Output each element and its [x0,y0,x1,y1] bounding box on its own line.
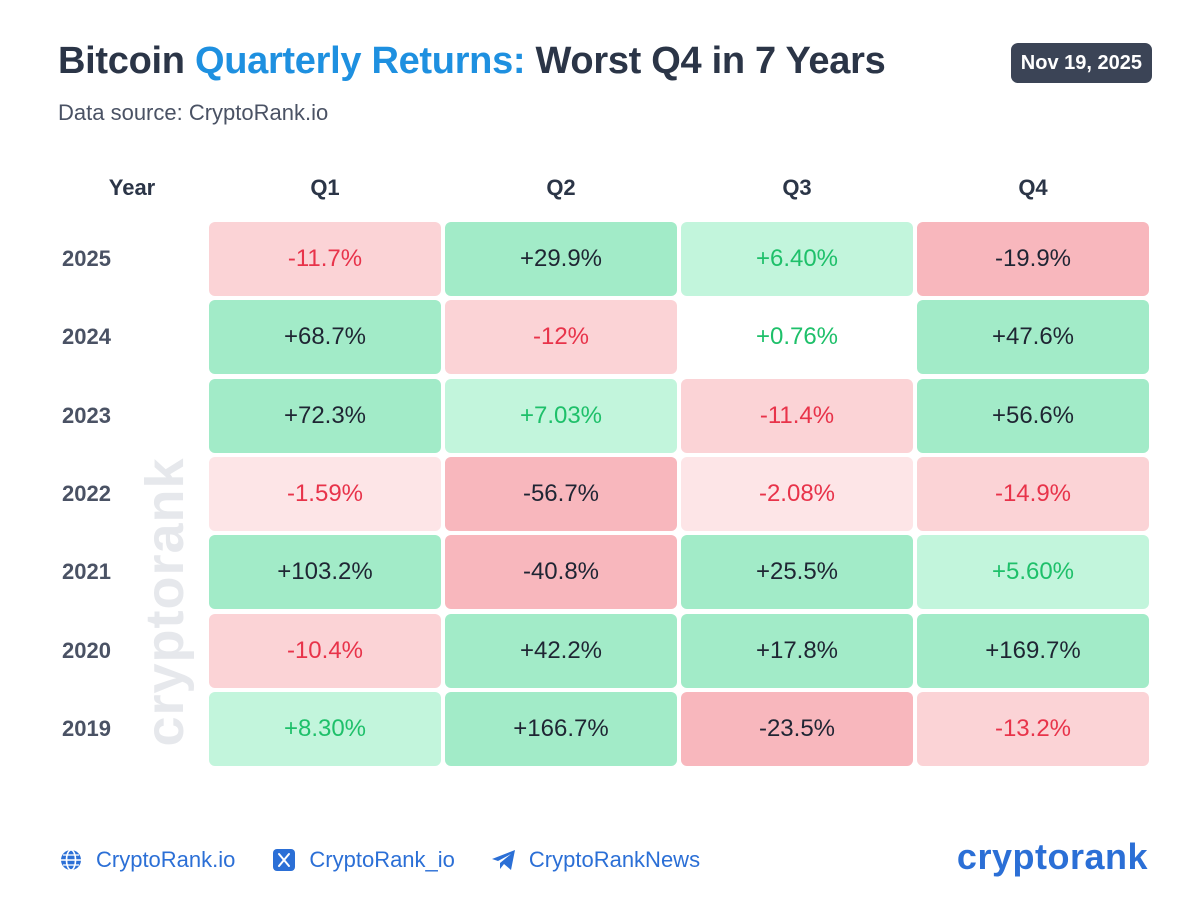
cell-2022-q4: -14.9% [917,456,1149,531]
year-label-2022: 2022 [62,480,111,506]
cell-2024-q2: -12% [445,300,677,375]
cell-2025-q1: -11.7% [209,222,441,296]
cell-2020-q2: +42.2% [445,613,677,688]
cell-2020-q3: +17.8% [681,613,913,688]
cell-2022-q3: -2.08% [681,456,913,531]
year-label-2023: 2023 [62,402,111,428]
cell-2021-q1: +103.2% [209,535,441,610]
cell-2019-q4: -13.2% [917,691,1149,766]
footer-link-x[interactable]: CryptoRank_io [271,847,455,873]
footer-link-website[interactable]: CryptoRank.io [58,847,235,873]
footer-link-telegram-label: CryptoRankNews [528,847,701,872]
chart-title: Bitcoin Quarterly Returns: Worst Q4 in 7… [58,40,886,83]
date-badge: Nov 19, 2025 [1010,43,1152,83]
cell-2023-q2: +7.03% [445,378,677,453]
column-header-q4: Q4 [1018,175,1048,200]
globe-icon [58,847,84,873]
title-part-2: Worst Q4 in 7 Years [525,40,886,82]
column-header-q1: Q1 [310,175,340,200]
data-source-note: Data source: CryptoRank.io [58,100,329,125]
cell-2024-q3: +0.76% [755,323,839,351]
column-header-q2: Q2 [546,175,576,200]
year-label-2024: 2024 [62,324,111,350]
brand-logo: cryptorank [956,836,1148,877]
year-label-2021: 2021 [62,559,111,585]
cell-2023-q3: -11.4% [681,378,913,453]
cell-2025-q3: +6.40% [681,222,913,296]
title-part-1: Bitcoin [58,40,195,82]
title-highlight: Quarterly Returns: [194,40,526,82]
cell-2022-q2: -56.7% [445,456,677,531]
cell-2025-q2: +29.9% [445,222,677,296]
cell-2024-q1: +68.7% [209,300,441,375]
footer-links: CryptoRank.io CryptoRank_io CryptoRankNe… [58,842,736,878]
cell-2025-q4: -19.9% [917,222,1149,296]
column-header-year: Year [108,175,156,200]
cell-2019-q1: +8.30% [209,691,441,766]
x-logo-icon [271,847,297,873]
watermark-logo: cryptorank [135,457,195,747]
cell-2020-q1: -10.4% [209,613,441,688]
year-label-2025: 2025 [62,246,111,271]
cell-2024-q4: +47.6% [917,300,1149,375]
cell-2022-q1: -1.59% [209,456,441,531]
column-header-q3: Q3 [782,175,812,200]
telegram-icon [491,847,517,873]
cell-2021-q3: +25.5% [681,535,913,610]
cell-2019-q3: -23.5% [681,691,913,766]
year-label-2019: 2019 [62,715,111,741]
cell-2020-q4: +169.7% [917,613,1149,688]
footer-link-telegram[interactable]: CryptoRankNews [491,847,700,873]
cell-2023-q4: +56.6% [917,378,1149,453]
footer-link-x-label: CryptoRank_io [309,847,455,872]
cell-2023-q1: +72.3% [209,378,441,453]
cell-2019-q2: +166.7% [445,691,677,766]
cell-2021-q4: +5.60% [917,535,1149,610]
year-label-2020: 2020 [62,637,111,663]
cell-2021-q2: -40.8% [445,535,677,610]
footer-link-website-label: CryptoRank.io [96,847,236,872]
